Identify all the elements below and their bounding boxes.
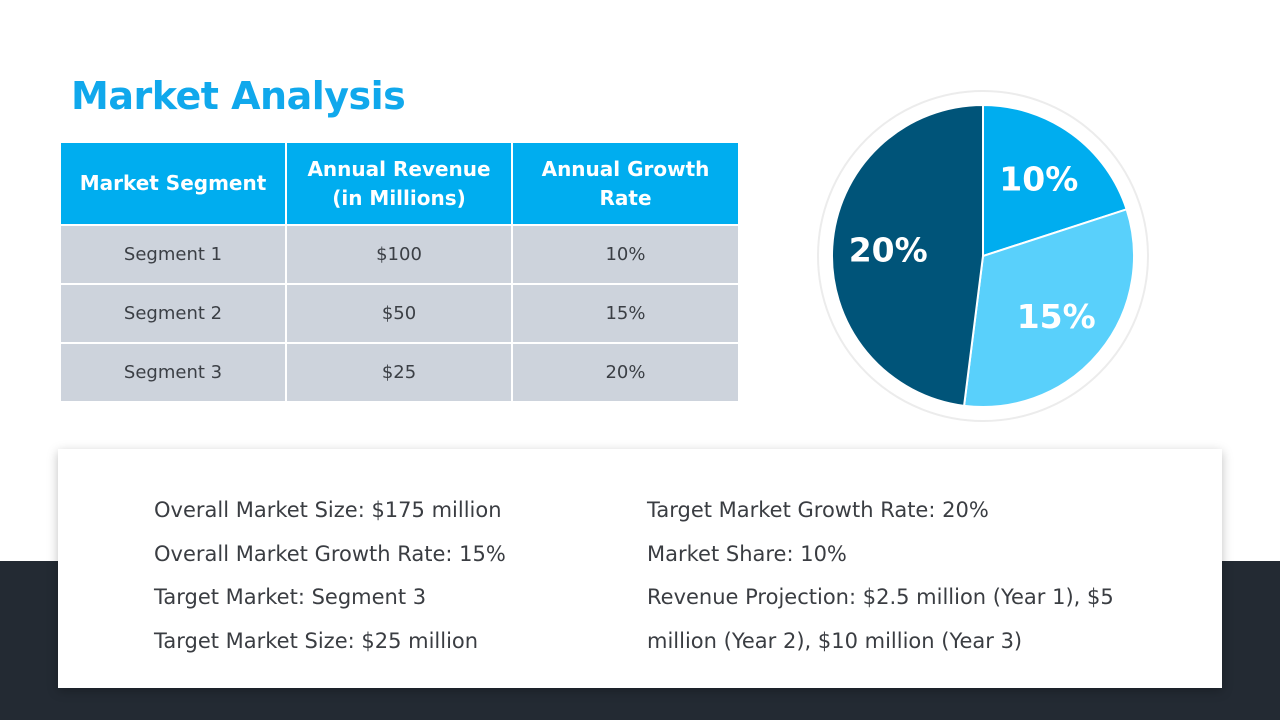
pie-slice: [962, 208, 1135, 408]
pie-slice: [982, 103, 1128, 258]
summary-line: Target Market Growth Rate: 20%: [647, 498, 989, 522]
pie-chart-svg: 10% 15% 20%: [817, 90, 1149, 422]
column-header-revenue: Annual Revenue (in Millions): [285, 141, 513, 226]
column-header-segment: Market Segment: [59, 141, 287, 226]
cell-segment: Segment 1: [59, 224, 287, 285]
pie-slice-label: 20%: [849, 231, 928, 270]
column-header-growth: Annual Growth Rate: [511, 141, 740, 226]
summary-left-column: Overall Market Size: $175 million Overal…: [154, 489, 594, 663]
cell-growth: 10%: [511, 224, 740, 285]
table-row: Segment 3 $25 20%: [59, 342, 740, 403]
cell-revenue: $50: [285, 283, 513, 344]
cell-segment: Segment 3: [59, 342, 287, 403]
summary-line: Overall Market Growth Rate: 15%: [154, 541, 506, 566]
pie-slice-label: 10%: [999, 160, 1078, 199]
cell-growth: 15%: [511, 283, 740, 344]
pie-slice-label: 15%: [1017, 297, 1096, 336]
pie-chart: 10% 15% 20%: [816, 89, 1150, 423]
summary-right-column: Target Market Growth Rate: 20% Market Sh…: [647, 489, 1127, 663]
cell-segment: Segment 2: [59, 283, 287, 344]
summary-line: Target Market: Segment 3: [154, 585, 427, 609]
summary-line: Market Share: 10%: [647, 541, 847, 566]
cell-growth: 20%: [511, 342, 740, 403]
summary-line: Target Market Size: $25 million: [154, 628, 479, 653]
cell-revenue: $25: [285, 342, 513, 403]
summary-box: Overall Market Size: $175 million Overal…: [58, 449, 1222, 688]
summary-line: Revenue Projection: $2.5 million (Year 1…: [647, 585, 1114, 653]
segment-table: Market Segment Annual Revenue (in Millio…: [59, 141, 740, 403]
table-header-row: Market Segment Annual Revenue (in Millio…: [59, 141, 740, 226]
table-row: Segment 2 $50 15%: [59, 283, 740, 344]
page-title: Market Analysis: [71, 74, 406, 118]
cell-revenue: $100: [285, 224, 513, 285]
pie-slice: [831, 103, 984, 407]
summary-line: Overall Market Size: $175 million: [154, 498, 502, 522]
table-row: Segment 1 $100 10%: [59, 224, 740, 285]
